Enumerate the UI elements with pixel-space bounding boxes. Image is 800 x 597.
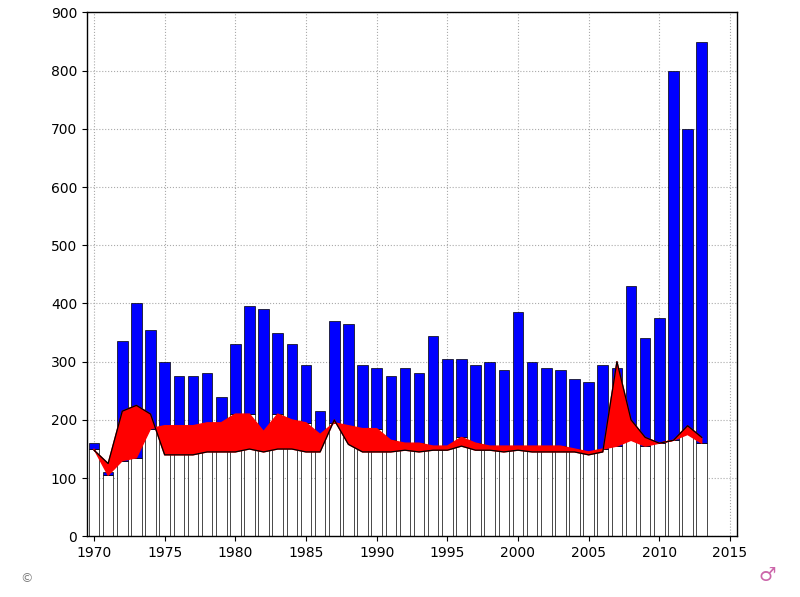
Bar xyxy=(159,426,170,536)
Bar xyxy=(442,359,453,446)
Bar xyxy=(286,344,297,420)
Bar xyxy=(301,365,311,423)
Bar xyxy=(371,368,382,429)
Bar xyxy=(131,303,142,458)
Bar xyxy=(273,414,283,536)
Bar xyxy=(668,70,678,440)
Bar xyxy=(131,458,142,536)
Bar xyxy=(188,376,198,426)
Bar xyxy=(371,429,382,536)
Bar xyxy=(202,423,212,536)
Bar xyxy=(668,440,678,536)
Bar xyxy=(442,446,453,536)
Bar xyxy=(612,446,622,536)
Bar xyxy=(146,330,156,429)
Text: ©: © xyxy=(20,572,33,585)
Bar xyxy=(329,423,339,536)
Bar xyxy=(583,382,594,452)
Bar xyxy=(301,423,311,536)
Bar xyxy=(315,435,326,536)
Bar xyxy=(117,461,127,536)
Bar xyxy=(555,370,566,446)
Bar xyxy=(146,429,156,536)
Bar xyxy=(555,446,566,536)
Bar xyxy=(598,449,608,536)
Bar xyxy=(626,440,636,536)
Bar xyxy=(258,309,269,432)
Bar xyxy=(428,336,438,446)
Bar xyxy=(343,324,354,426)
Bar xyxy=(343,426,354,536)
Bar xyxy=(230,344,241,414)
Bar xyxy=(329,321,339,423)
Bar xyxy=(456,359,466,438)
Bar xyxy=(640,446,650,536)
Bar xyxy=(513,312,523,446)
Bar xyxy=(541,446,551,536)
Text: ♂: ♂ xyxy=(758,566,776,585)
Bar xyxy=(174,426,184,536)
Bar xyxy=(89,449,99,536)
Bar xyxy=(244,306,254,414)
Bar xyxy=(527,446,538,536)
Bar xyxy=(697,42,707,443)
Bar xyxy=(498,446,509,536)
Bar xyxy=(498,370,509,446)
Bar xyxy=(400,368,410,443)
Bar xyxy=(386,376,396,440)
Bar xyxy=(541,368,551,446)
Bar xyxy=(89,443,99,449)
Bar xyxy=(626,286,636,440)
Bar xyxy=(570,449,580,536)
Bar xyxy=(315,411,326,435)
Bar xyxy=(682,435,693,536)
Bar xyxy=(216,396,226,423)
Bar xyxy=(470,365,481,443)
Bar xyxy=(598,365,608,449)
Bar xyxy=(286,420,297,536)
Bar xyxy=(230,414,241,536)
Bar xyxy=(414,443,424,536)
Bar xyxy=(583,452,594,536)
Bar xyxy=(244,414,254,536)
Bar xyxy=(682,129,693,435)
Bar xyxy=(202,373,212,423)
Bar xyxy=(414,373,424,443)
Bar xyxy=(273,333,283,414)
Bar xyxy=(428,446,438,536)
Bar xyxy=(654,443,665,536)
Bar xyxy=(358,365,368,429)
Bar xyxy=(400,443,410,536)
Bar xyxy=(258,432,269,536)
Bar xyxy=(216,423,226,536)
Bar xyxy=(612,368,622,446)
Bar xyxy=(570,379,580,449)
Bar xyxy=(386,440,396,536)
Bar xyxy=(117,341,127,461)
Bar xyxy=(485,362,495,446)
Bar xyxy=(159,362,170,426)
Bar xyxy=(640,338,650,446)
Bar xyxy=(485,446,495,536)
Bar xyxy=(527,362,538,446)
Bar xyxy=(654,318,665,443)
Bar xyxy=(103,472,114,475)
Bar xyxy=(103,475,114,536)
Bar xyxy=(697,443,707,536)
Bar xyxy=(456,438,466,536)
Bar xyxy=(358,429,368,536)
Bar xyxy=(470,443,481,536)
Bar xyxy=(174,376,184,426)
Bar xyxy=(513,446,523,536)
Bar xyxy=(188,426,198,536)
